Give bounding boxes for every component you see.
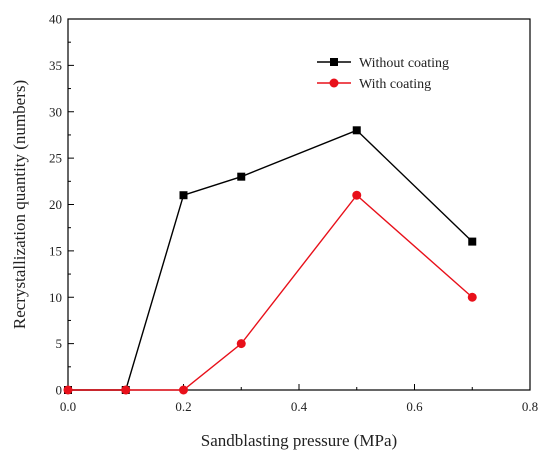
series-2 — [63, 190, 477, 395]
series-line — [68, 194, 473, 391]
data-point — [179, 191, 188, 200]
series-line — [68, 129, 473, 391]
x-axis: 0.0 0.2 0.4 0.6 0.8 — [60, 384, 538, 414]
plot-area — [67, 18, 531, 391]
x-tick-label: 0.2 — [175, 399, 191, 414]
y-tick-label: 35 — [49, 58, 62, 73]
legend-item: Without coating — [317, 56, 449, 71]
series-group — [63, 126, 477, 395]
x-tick-label: 0.8 — [522, 399, 538, 414]
y-tick-label: 10 — [49, 290, 62, 305]
x-tick-label: 0.0 — [60, 399, 76, 414]
data-point — [237, 172, 246, 181]
y-axis: 0 5 10 15 20 25 30 35 40 — [49, 12, 74, 398]
x-axis-title: Sandblasting pressure (MPa) — [201, 431, 397, 450]
y-tick-label: 5 — [56, 336, 63, 351]
x-tick-label: 0.4 — [291, 399, 308, 414]
data-point — [468, 237, 477, 246]
data-point — [179, 385, 188, 395]
data-point — [467, 292, 477, 302]
data-point — [121, 385, 131, 395]
x-tick-label: 0.6 — [406, 399, 423, 414]
legend-marker — [330, 58, 338, 66]
data-point — [63, 385, 73, 395]
y-tick-label: 15 — [49, 243, 62, 258]
y-tick-label: 20 — [49, 197, 62, 212]
legend-label: Without coating — [359, 56, 449, 71]
y-tick-label: 30 — [49, 104, 62, 119]
y-tick-label: 0 — [56, 383, 63, 398]
legend-marker — [329, 78, 339, 88]
series-1 — [64, 126, 477, 394]
data-point — [236, 339, 246, 349]
y-tick-label: 40 — [49, 12, 62, 27]
y-axis-title: Recrystallization quantity (numbers) — [10, 80, 29, 329]
y-tick-label: 25 — [49, 151, 62, 166]
plot-frame — [67, 18, 531, 391]
legend: Without coating With coating — [317, 56, 449, 92]
data-point — [352, 126, 361, 135]
legend-label: With coating — [359, 77, 431, 92]
legend-item: With coating — [317, 77, 431, 92]
data-point — [352, 190, 362, 200]
